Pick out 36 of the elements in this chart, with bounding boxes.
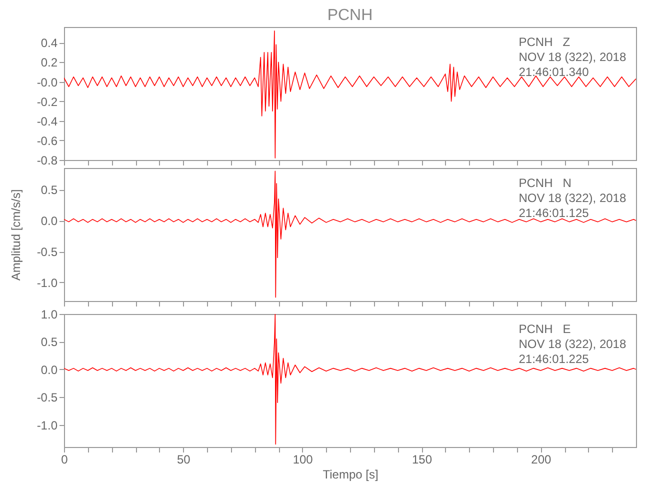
x-tick-label: 0 bbox=[61, 452, 68, 466]
x-tick-label: 150 bbox=[412, 452, 432, 466]
y-tick-label: 0.0 bbox=[40, 214, 58, 228]
annotation: 21:46:01.225 bbox=[518, 352, 590, 366]
y-tick-label: -0.5 bbox=[36, 245, 58, 260]
y-tick-label: 0.5 bbox=[40, 335, 58, 350]
y-tick-label: -1.0 bbox=[36, 276, 58, 290]
annotation: 21:46:01.125 bbox=[518, 206, 590, 220]
x-tick-label: 200 bbox=[531, 452, 552, 466]
x-axis-title: Tiempo [s] bbox=[322, 468, 378, 482]
annotation: NOV 18 (322), 2018 bbox=[518, 337, 626, 351]
y-axis-title: Amplitud [cm/s/s] bbox=[8, 189, 23, 281]
annotation: NOV 18 (322), 2018 bbox=[518, 191, 626, 205]
y-tick-label: -0.0 bbox=[36, 75, 58, 90]
y-tick-label: -0.4 bbox=[36, 114, 58, 128]
annotation: 21:46:01.340 bbox=[518, 65, 590, 79]
x-tick-label: 50 bbox=[176, 452, 191, 466]
line-series bbox=[64, 30, 636, 158]
chart-title: PCNH bbox=[327, 7, 373, 24]
y-tick-label: -1.0 bbox=[36, 418, 58, 432]
annotation: PCNH N bbox=[518, 176, 572, 190]
annotation: NOV 18 (322), 2018 bbox=[518, 50, 626, 64]
y-tick-label: -0.5 bbox=[36, 390, 58, 405]
line-series bbox=[64, 170, 636, 298]
line-series bbox=[64, 314, 636, 445]
y-tick-label: 0.2 bbox=[40, 56, 58, 70]
annotation: PCNH E bbox=[518, 322, 571, 336]
y-tick-label: 0.4 bbox=[40, 36, 58, 50]
y-tick-label: 0.0 bbox=[40, 362, 58, 377]
y-tick-label: -0.2 bbox=[36, 94, 58, 109]
annotation: PCNH Z bbox=[518, 35, 570, 49]
y-tick-label: -0.8 bbox=[36, 154, 58, 168]
y-tick-label: 0.5 bbox=[40, 183, 58, 198]
y-tick-label: 1.0 bbox=[40, 308, 58, 322]
x-tick-label: 100 bbox=[292, 452, 314, 466]
y-tick-label: -0.6 bbox=[36, 134, 58, 148]
